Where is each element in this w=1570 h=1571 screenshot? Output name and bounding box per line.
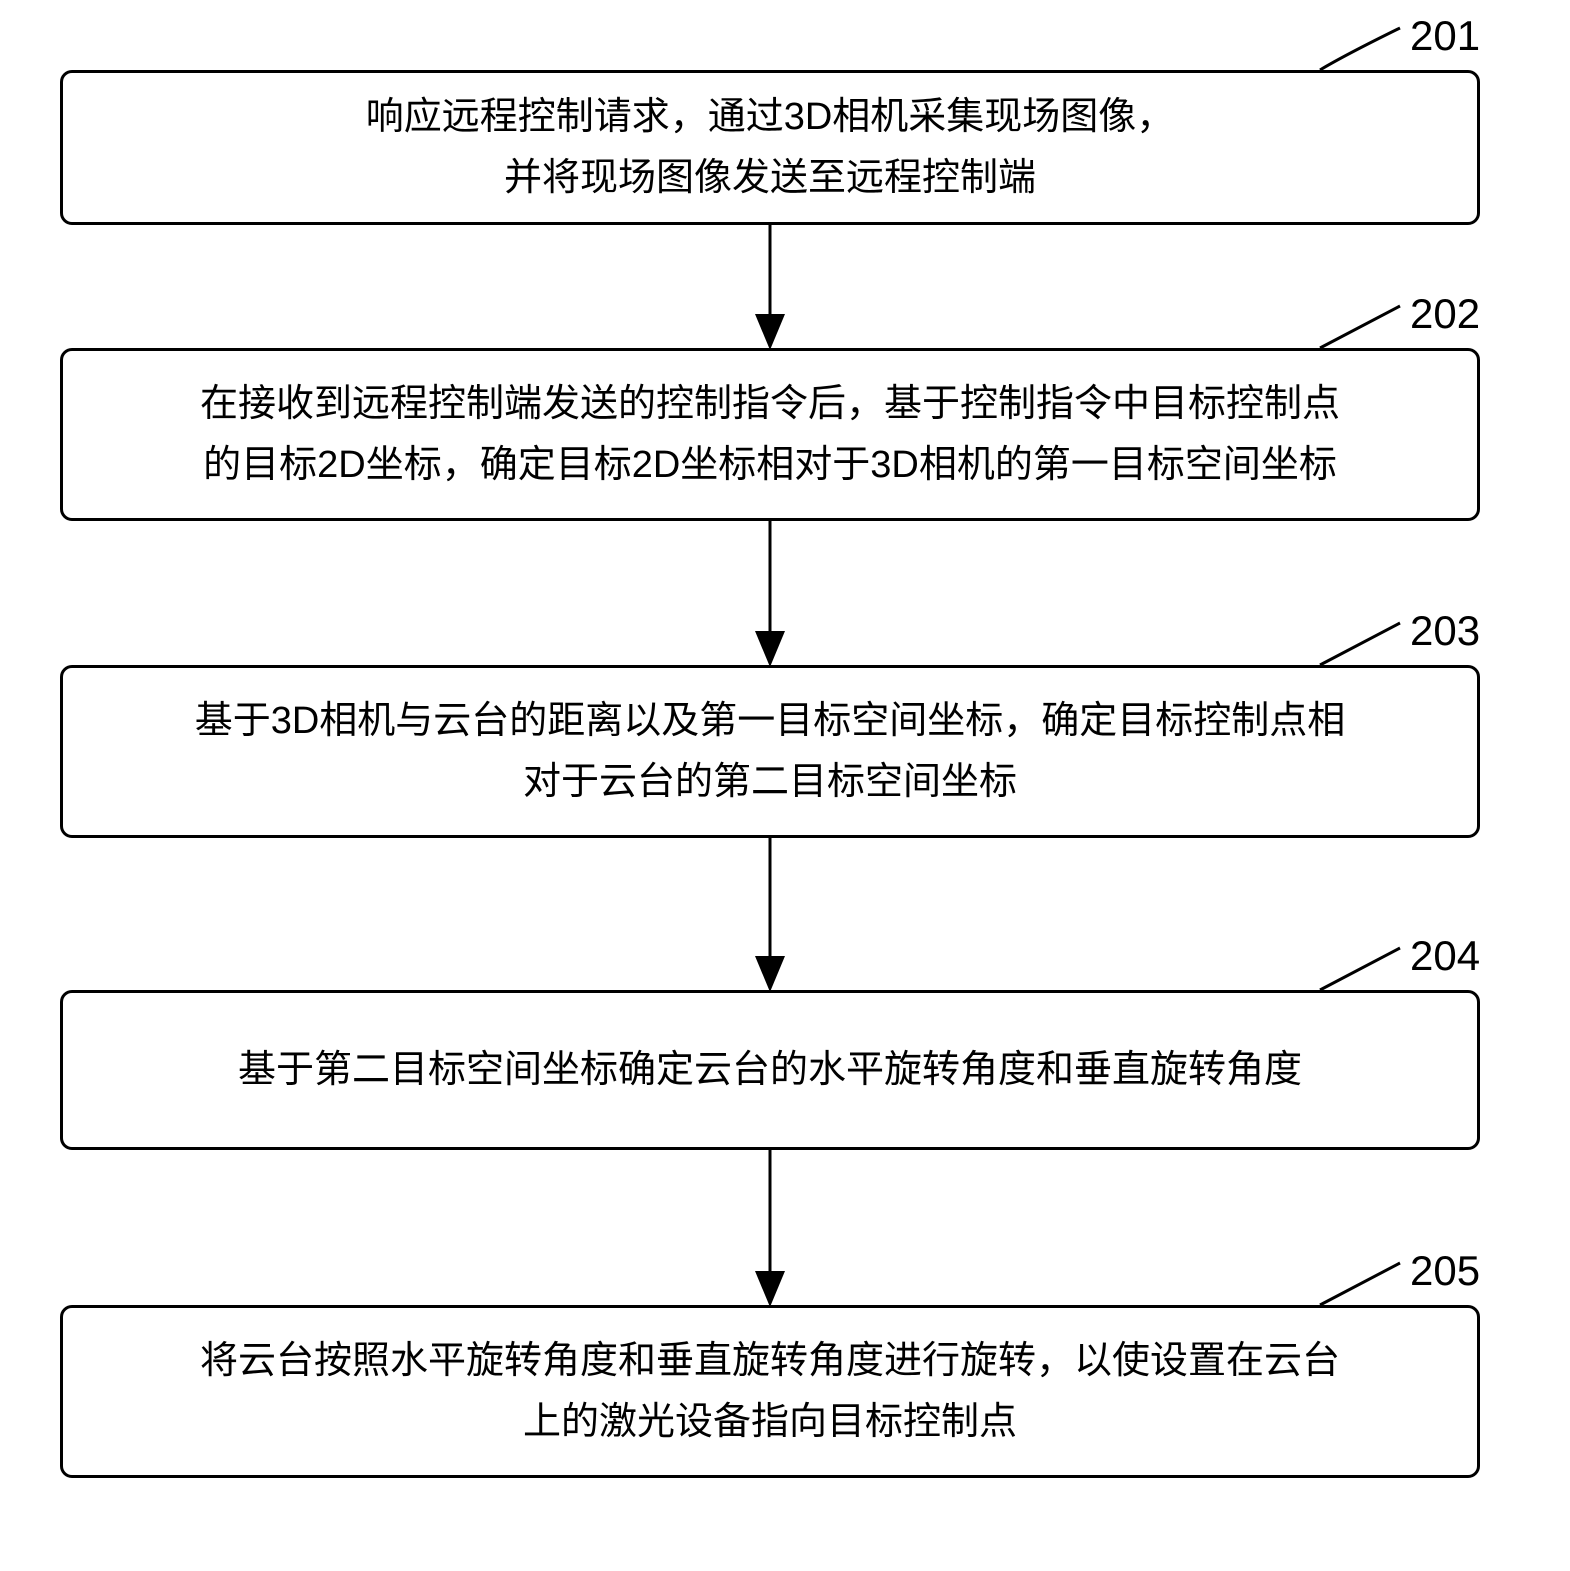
step-text-202: 在接收到远程控制端发送的控制指令后，基于控制指令中目标控制点 的目标2D坐标，确… [200,374,1340,496]
step-label-201: 201 [1410,12,1480,60]
flowchart-container: 响应远程控制请求，通过3D相机采集现场图像， 并将现场图像发送至远程控制端 201… [0,0,1570,1571]
step-text-201: 响应远程控制请求，通过3D相机采集现场图像， 并将现场图像发送至远程控制端 [366,87,1175,209]
step-box-204: 基于第二目标空间坐标确定云台的水平旋转角度和垂直旋转角度 [60,990,1480,1150]
step-label-202: 202 [1410,290,1480,338]
callout-curve-205 [1320,1263,1400,1305]
callout-curve-202 [1320,306,1400,348]
step-text-204: 基于第二目标空间坐标确定云台的水平旋转角度和垂直旋转角度 [238,1040,1302,1101]
step-text-205: 将云台按照水平旋转角度和垂直旋转角度进行旋转，以使设置在云台 上的激光设备指向目… [200,1331,1340,1453]
step-label-205: 205 [1410,1247,1480,1295]
step-text-203: 基于3D相机与云台的距离以及第一目标空间坐标，确定目标控制点相 对于云台的第二目… [195,691,1346,813]
step-box-205: 将云台按照水平旋转角度和垂直旋转角度进行旋转，以使设置在云台 上的激光设备指向目… [60,1305,1480,1478]
step-label-204: 204 [1410,932,1480,980]
callout-curve-201 [1320,28,1400,70]
step-box-202: 在接收到远程控制端发送的控制指令后，基于控制指令中目标控制点 的目标2D坐标，确… [60,348,1480,521]
callout-curve-204 [1320,948,1400,990]
step-box-203: 基于3D相机与云台的距离以及第一目标空间坐标，确定目标控制点相 对于云台的第二目… [60,665,1480,838]
step-label-203: 203 [1410,607,1480,655]
callout-curve-203 [1320,623,1400,665]
step-box-201: 响应远程控制请求，通过3D相机采集现场图像， 并将现场图像发送至远程控制端 [60,70,1480,225]
